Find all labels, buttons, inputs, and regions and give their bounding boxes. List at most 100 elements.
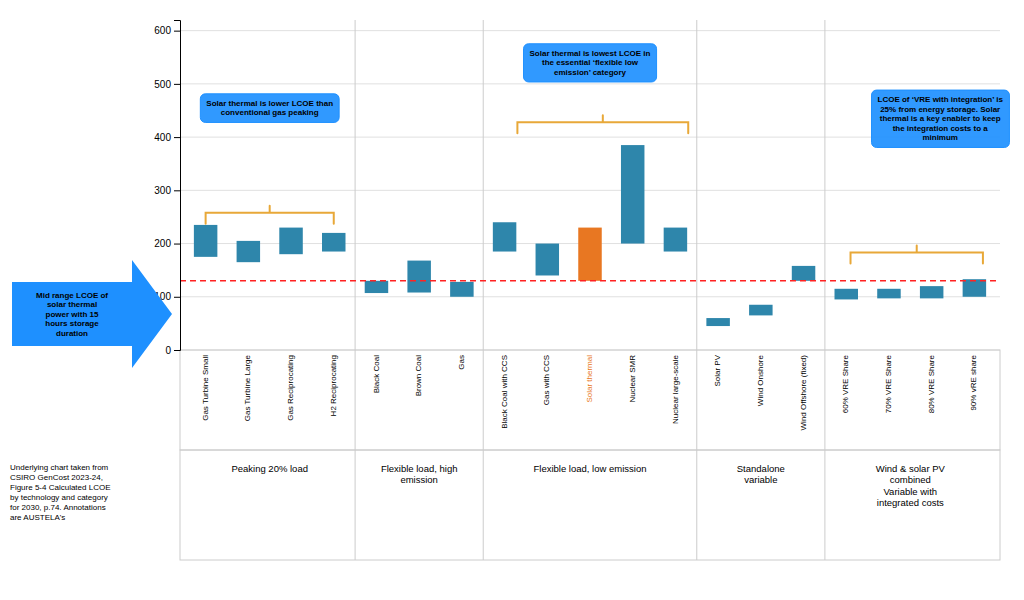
footnote: Underlying chart taken fromCSIRO GenCost… bbox=[10, 463, 111, 522]
bar bbox=[450, 282, 473, 297]
text-line: Mid range LCOE of bbox=[36, 291, 108, 300]
category-label: Nuclear SMR bbox=[628, 355, 637, 403]
grid-line bbox=[180, 30, 1000, 31]
text-line: Figure 5-4 Calculated LCOE bbox=[10, 483, 111, 492]
bracket bbox=[206, 206, 334, 224]
group-label: Wind & solar PVcombinedVariable withinte… bbox=[876, 463, 946, 508]
category-labels: Gas Turbine SmallGas Turbine LargeGas Re… bbox=[201, 354, 979, 430]
y-tick: 400 bbox=[154, 132, 180, 143]
y-tick: 600 bbox=[154, 25, 180, 36]
y-axis-line bbox=[174, 21, 181, 351]
text-line: conventional gas peaking bbox=[221, 108, 319, 117]
bar bbox=[963, 279, 986, 297]
group-separators bbox=[355, 20, 825, 560]
text-line: integrated costs bbox=[877, 497, 944, 508]
bar bbox=[578, 228, 601, 281]
category-label: Gas with CCS bbox=[542, 355, 551, 405]
bar bbox=[920, 286, 943, 298]
y-tick-label: 500 bbox=[154, 79, 171, 90]
side-arrow: Mid range LCOE ofsolar thermalpower with… bbox=[12, 260, 172, 368]
bar bbox=[877, 289, 900, 299]
reference-line bbox=[180, 280, 1000, 282]
group-separator bbox=[355, 20, 356, 560]
annotation-text: Solar thermal is lowest LCOE inthe essen… bbox=[530, 49, 651, 77]
y-tick: 500 bbox=[154, 79, 180, 90]
bar bbox=[194, 225, 217, 257]
y-tick-mark bbox=[174, 137, 180, 138]
bar bbox=[365, 281, 388, 293]
arrow-label: Mid range LCOE ofsolar thermalpower with… bbox=[36, 291, 108, 338]
category-label: Gas bbox=[457, 355, 466, 370]
bar bbox=[493, 222, 516, 251]
text-line: hours storage bbox=[45, 319, 99, 328]
bar bbox=[536, 244, 559, 276]
text-line: combined bbox=[890, 474, 931, 485]
chart: 0100200300400500600Gas Turbine SmallGas … bbox=[0, 0, 1024, 600]
text-line: LCOE of ‘VRE with integration’ is bbox=[878, 95, 1004, 104]
annotation-box bbox=[872, 90, 1010, 147]
y-tick-mark bbox=[174, 190, 180, 191]
category-label: Gas Reciprocating bbox=[286, 355, 295, 421]
grid bbox=[180, 31, 1000, 350]
bar bbox=[279, 228, 302, 255]
text-line: duration bbox=[56, 329, 88, 338]
category-label: 70% VRE Share bbox=[884, 354, 893, 413]
annotation-box bbox=[524, 44, 657, 82]
text-line: power with 15 bbox=[46, 310, 99, 319]
text-line: the integration costs to a bbox=[893, 124, 989, 133]
grid-line bbox=[180, 83, 1000, 84]
text-line: Standalone bbox=[737, 463, 785, 474]
annotation: LCOE of ‘VRE with integration’ is25% fro… bbox=[872, 90, 1010, 147]
y-tick-mark bbox=[174, 84, 180, 85]
y-tick-label: 200 bbox=[154, 238, 171, 249]
group-label: Flexible load, low emission bbox=[534, 463, 647, 474]
bar bbox=[621, 145, 644, 243]
text-line: Flexible load, low emission bbox=[534, 463, 647, 474]
bar bbox=[706, 318, 729, 326]
text-line: Underlying chart taken from bbox=[10, 463, 109, 472]
text-line: the essential ‘flexible low bbox=[542, 58, 639, 67]
category-label: Solar PV bbox=[713, 354, 722, 386]
text-line: by technology and category bbox=[10, 493, 108, 502]
annotations: Solar thermal is lower LCOE thanconventi… bbox=[200, 44, 1009, 148]
group-separator bbox=[696, 20, 697, 560]
group-label: Flexible load, highemission bbox=[381, 463, 458, 485]
grid-line bbox=[180, 296, 1000, 297]
y-tick-mark bbox=[174, 31, 180, 32]
text-line: Flexible load, high bbox=[381, 463, 458, 474]
category-label: 90% vRE share bbox=[969, 354, 978, 410]
text-line: solar thermal bbox=[47, 300, 97, 309]
category-label: Brown Coal bbox=[414, 355, 423, 397]
text-line: thermal is a key enabler to keep bbox=[880, 114, 1001, 123]
text-line: variable bbox=[744, 474, 777, 485]
group-panel bbox=[180, 450, 1000, 560]
text-line: emission’ category bbox=[554, 68, 627, 77]
annotation: Solar thermal is lower LCOE thanconventi… bbox=[200, 94, 339, 123]
y-tick-label: 0 bbox=[165, 345, 171, 356]
category-label: Solar thermal bbox=[585, 355, 594, 403]
annotation-text: LCOE of ‘VRE with integration’ is25% fro… bbox=[878, 95, 1004, 142]
text-line: Wind & solar PV bbox=[876, 463, 946, 474]
y-tick-mark bbox=[174, 244, 180, 245]
text-line: Peaking 20% load bbox=[231, 463, 308, 474]
bar bbox=[664, 228, 687, 252]
group-label: Peaking 20% load bbox=[231, 463, 308, 474]
y-tick-label: 400 bbox=[154, 132, 171, 143]
category-label: Gas Turbine Large bbox=[243, 354, 252, 421]
group-labels: Peaking 20% load Flexible load, highemiss… bbox=[231, 463, 945, 508]
category-label: 80% VRE Share bbox=[927, 354, 936, 413]
bar bbox=[407, 261, 430, 293]
text-line: for 2030, p.74. Annotations bbox=[10, 503, 106, 512]
category-label: Wind Offshore (fixed) bbox=[799, 355, 808, 431]
group-label: Standalonevariable bbox=[737, 463, 785, 485]
category-label: Wind Onshore bbox=[756, 354, 765, 406]
arrow-shape bbox=[12, 260, 172, 368]
text-line: are AUSTELA's bbox=[10, 513, 65, 522]
annotation-box bbox=[200, 94, 339, 123]
category-label: 60% VRE Share bbox=[841, 354, 850, 413]
annotation-text: Solar thermal is lower LCOE thanconventi… bbox=[206, 99, 333, 118]
category-panel bbox=[180, 350, 1000, 450]
category-label: Black Coal bbox=[372, 355, 381, 393]
grid-line bbox=[180, 190, 1000, 191]
bracket bbox=[851, 246, 983, 264]
